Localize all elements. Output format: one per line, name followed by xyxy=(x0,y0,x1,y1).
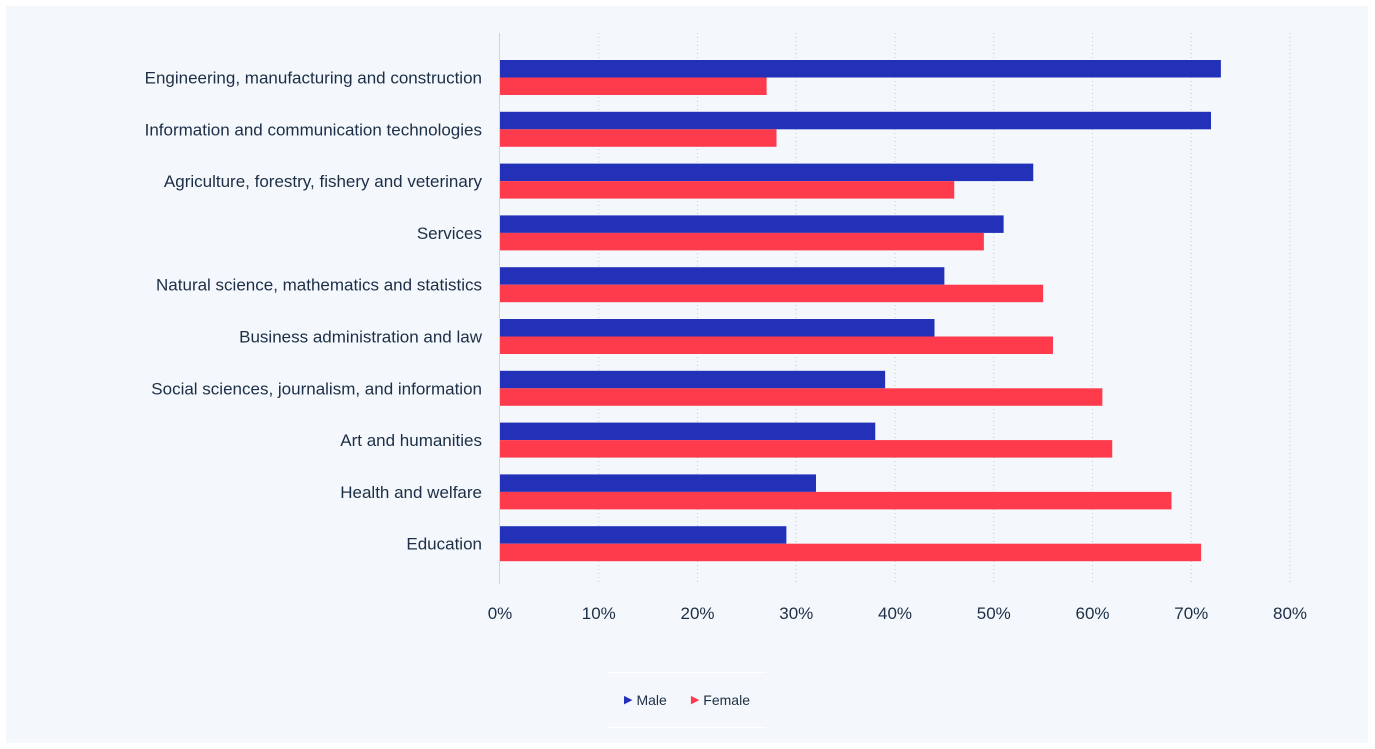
bar-female[interactable] xyxy=(500,284,1044,303)
bar-male[interactable] xyxy=(500,422,876,441)
bar-female[interactable] xyxy=(500,232,984,251)
x-tick-label: 40% xyxy=(878,604,912,623)
bar-female[interactable] xyxy=(500,77,767,96)
triangle-right-icon: ▶ xyxy=(624,693,633,706)
category-label: Social sciences, journalism, and informa… xyxy=(151,379,482,398)
bar-female[interactable] xyxy=(500,543,1202,562)
category-label: Business administration and law xyxy=(239,328,483,347)
bar-male[interactable] xyxy=(500,163,1034,182)
x-tick-label: 20% xyxy=(680,604,714,623)
bar-male[interactable] xyxy=(500,60,1221,78)
bar-male[interactable] xyxy=(500,215,1004,233)
bar-male[interactable] xyxy=(500,526,787,544)
legend-label-male: Male xyxy=(636,692,667,708)
triangle-right-icon: ▶ xyxy=(690,693,700,706)
bar-male[interactable] xyxy=(500,111,1211,130)
category-label: Agriculture, forestry, fishery and veter… xyxy=(164,172,483,191)
legend-label-female: Female xyxy=(703,692,750,708)
bar-female[interactable] xyxy=(500,491,1172,510)
bar-male[interactable] xyxy=(500,319,935,337)
category-label: Information and communication technologi… xyxy=(145,120,482,139)
x-tick-label: 70% xyxy=(1174,604,1208,623)
bar-female[interactable] xyxy=(500,336,1053,355)
x-tick-label: 30% xyxy=(779,604,813,623)
bar-male[interactable] xyxy=(500,267,945,285)
bar-female[interactable] xyxy=(500,388,1103,406)
bar-male[interactable] xyxy=(500,370,886,389)
bar-male[interactable] xyxy=(500,474,816,492)
bar-female[interactable] xyxy=(500,181,955,199)
category-label: Health and welfare xyxy=(340,483,482,502)
legend: ▶ Male ▶ Female xyxy=(608,672,766,728)
bar-female[interactable] xyxy=(500,129,777,147)
x-tick-label: 50% xyxy=(977,604,1011,623)
x-tick-label: 80% xyxy=(1273,604,1307,623)
category-label: Natural science, mathematics and statist… xyxy=(156,276,482,295)
legend-item-male[interactable]: ▶ Male xyxy=(624,692,667,708)
category-label: Education xyxy=(406,535,482,554)
category-label: Engineering, manufacturing and construct… xyxy=(145,69,482,88)
x-tick-label: 10% xyxy=(582,604,616,623)
x-tick-label: 60% xyxy=(1075,604,1109,623)
x-tick-label: 0% xyxy=(488,604,513,623)
bar-female[interactable] xyxy=(500,440,1113,458)
bars xyxy=(500,60,1221,562)
category-label: Services xyxy=(417,224,482,243)
legend-item-female[interactable]: ▶ Female xyxy=(691,692,750,708)
category-labels: Engineering, manufacturing and construct… xyxy=(145,69,483,554)
category-label: Art and humanities xyxy=(340,431,482,450)
x-axis-ticks: 0% 10% 20% 30% 40% 50% 60% 70% 80% xyxy=(488,604,1307,623)
